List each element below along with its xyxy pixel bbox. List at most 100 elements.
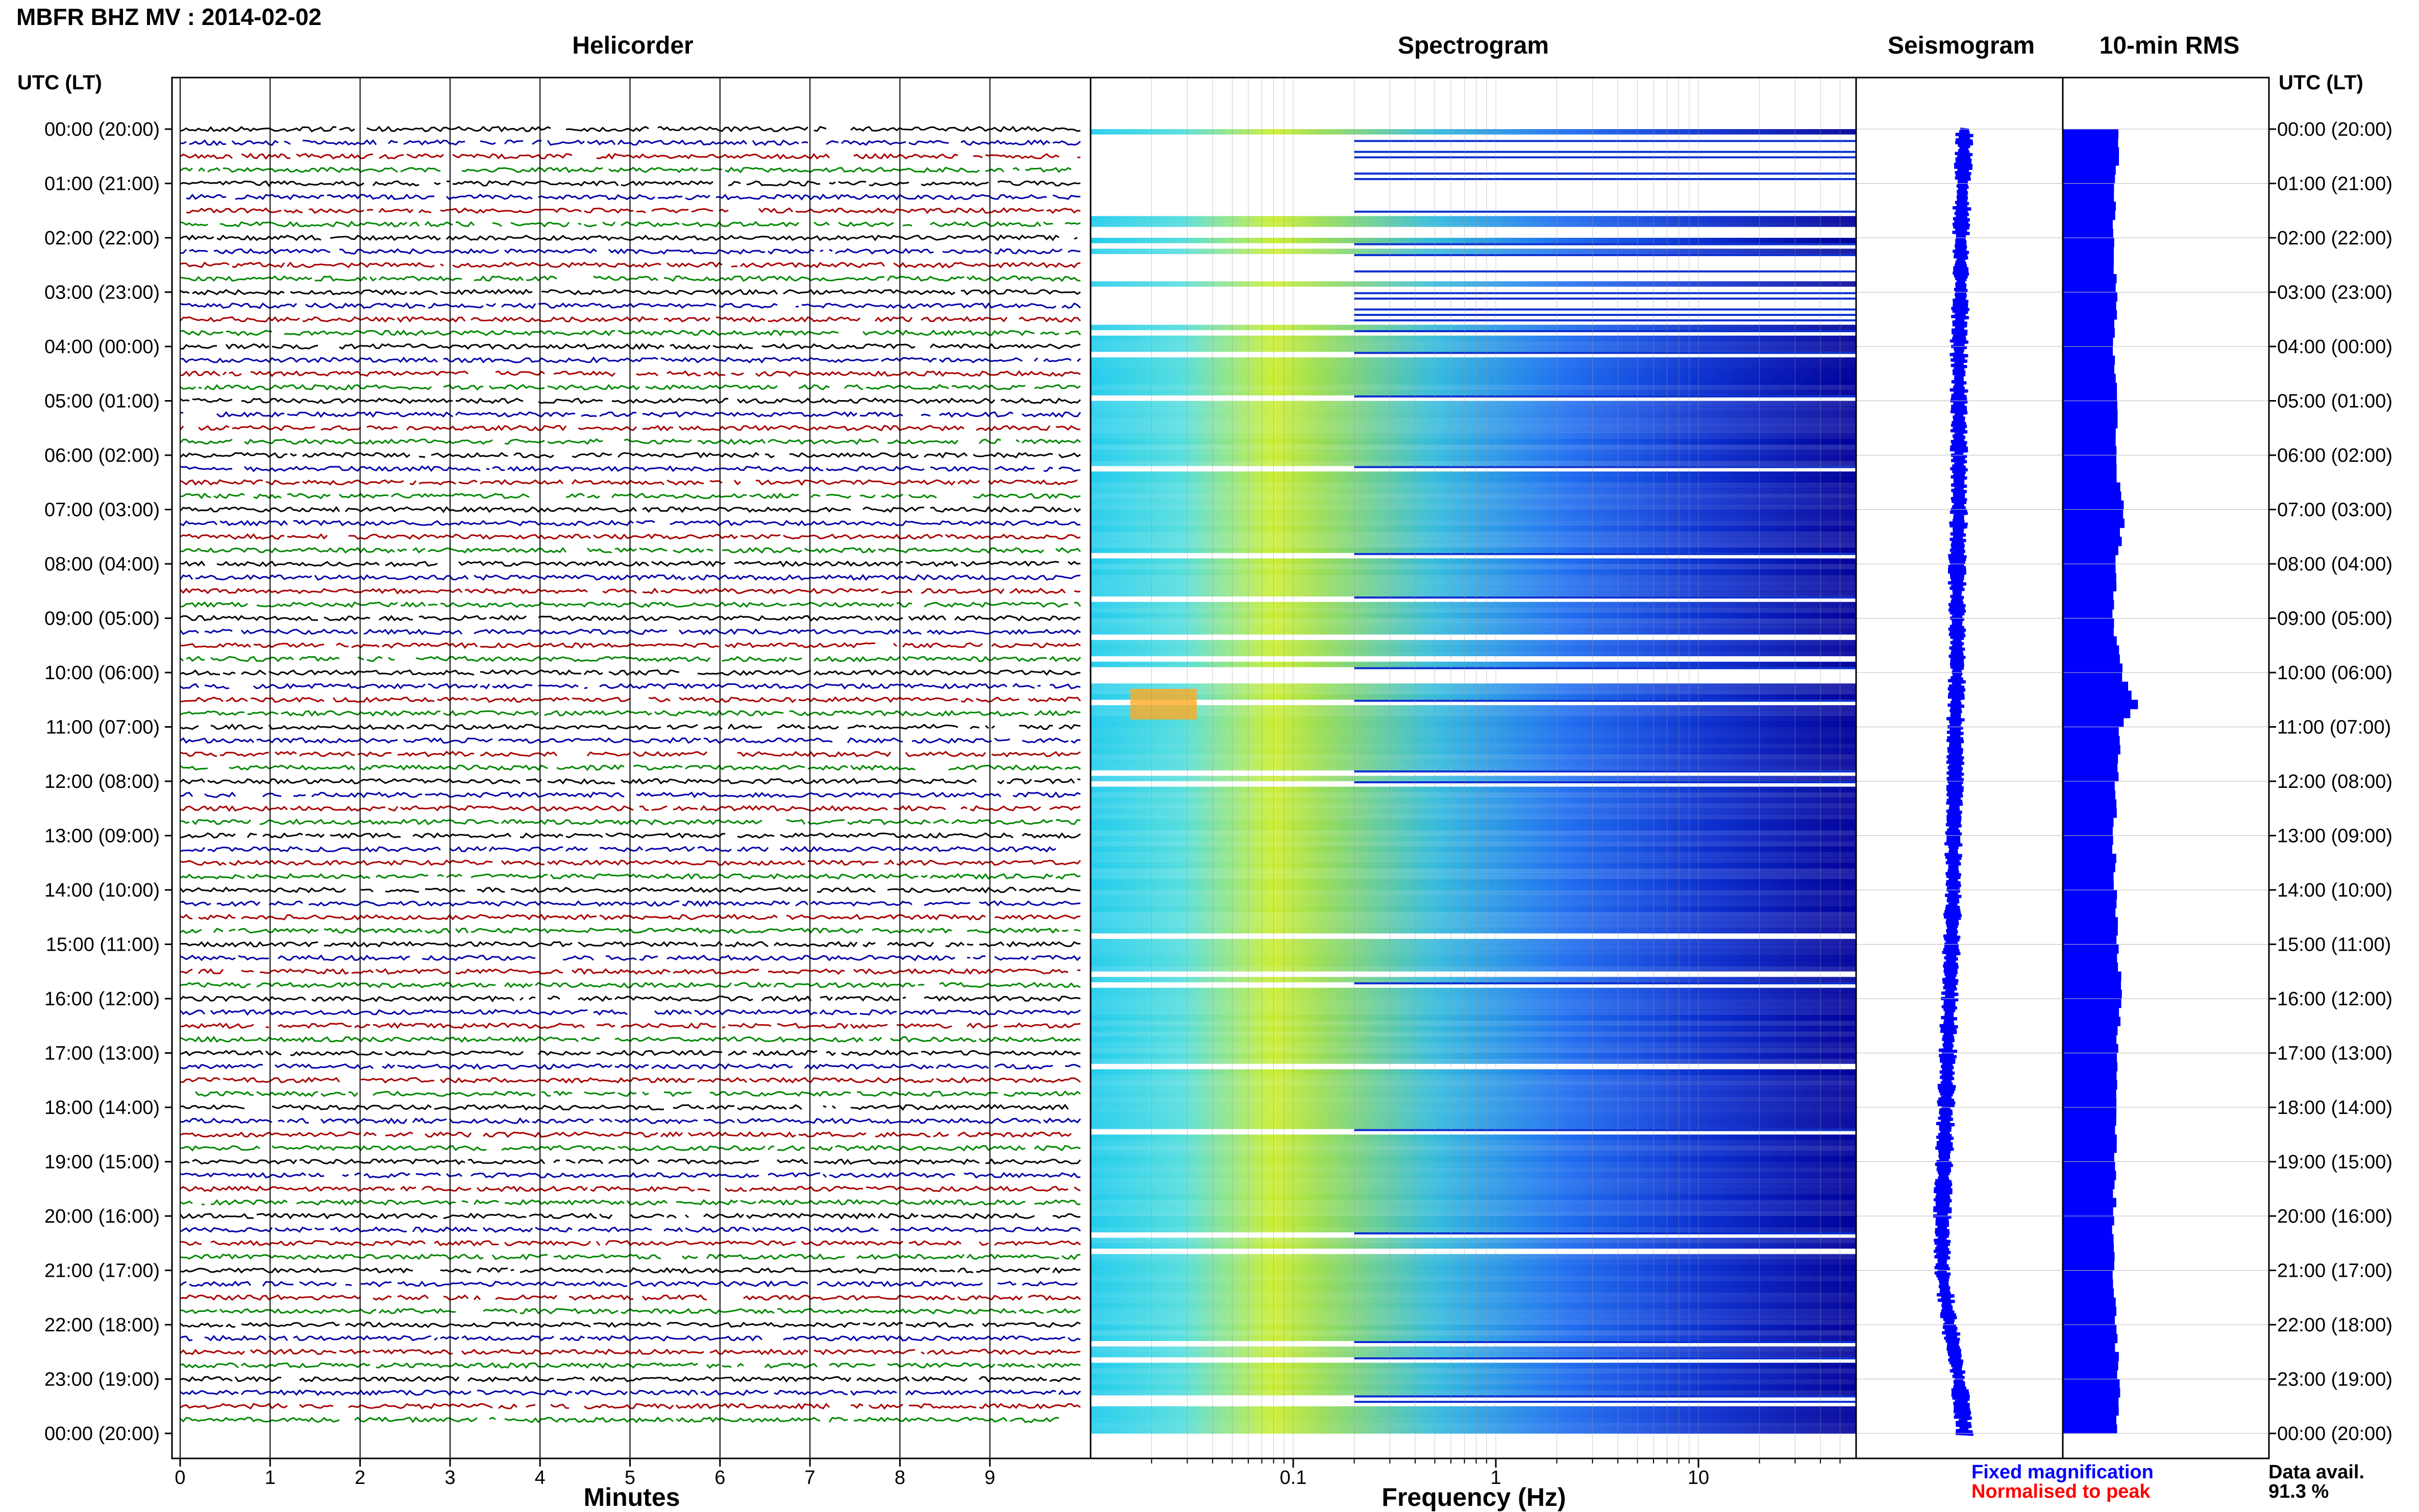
spectrogram-band [1354,1395,1856,1398]
spectrogram-row [1091,721,1856,728]
helicorder-trace [180,1375,1081,1383]
rms-bar [2063,319,2114,329]
rms-bar [2063,528,2120,537]
spectrogram-row [1091,1063,1856,1070]
rms-bar [2063,1343,2115,1352]
time-label-left: 09:00 (05:00) [44,608,160,630]
rms-bar [2063,663,2122,673]
rms-bar [2063,1297,2116,1307]
helicorder-trace [180,873,1081,880]
helicorder-trace [180,1145,1081,1152]
spectrogram-row [1091,1357,1856,1364]
rms-bar [2063,1134,2117,1144]
rms-bar [2063,736,2120,746]
spectrogram-row [1091,471,1856,478]
spectrogram-row [1091,221,1856,228]
spectrogram-row [1091,145,1856,152]
spectrogram-row [1091,292,1856,298]
rms-bar [2063,355,2115,365]
spectrogram-row [1091,808,1856,814]
spectrogram-row [1091,1368,1856,1374]
spectrogram-band [1354,308,1856,311]
spectrogram-band [1354,553,1856,555]
rms-bar [2063,727,2119,736]
rms-bar [2063,1007,2119,1018]
spectrogram-hotspot [1130,688,1197,720]
time-label-left: 22:00 (18:00) [44,1315,160,1336]
spectrogram-row [1091,1428,1856,1434]
spectrogram-row [1091,612,1856,618]
spectrogram-row [1091,585,1856,591]
spectrogram-row [1091,743,1856,749]
helicorder-trace [180,1226,1081,1233]
rms-bar [2063,717,2124,728]
spectrogram-row [1091,895,1856,901]
spectrogram-row [1091,227,1856,233]
rms-bar [2063,1116,2116,1126]
time-label-right: 11:00 (07:00) [2277,717,2391,738]
spectrogram-row [1091,1362,1856,1369]
spectrogram-row [1091,303,1856,309]
spectrogram-row [1091,1015,1856,1021]
spectrogram-row [1091,1139,1856,1146]
spectrogram-row [1091,243,1856,249]
spectrogram-row [1091,1270,1856,1276]
spectrogram-row [1091,254,1856,260]
minute-tick-label: 1 [265,1467,276,1489]
rms-bar [2063,1388,2120,1398]
spectrogram-row [1091,1292,1856,1298]
rms-bar [2063,835,2113,845]
rms-bar [2063,174,2115,184]
rms-bar [2063,1017,2120,1026]
helicorder-trace [180,601,1081,608]
spectrogram-row [1091,374,1856,380]
spectrogram-band [1354,352,1856,354]
rms-bar [2063,790,2115,800]
helicorder-trace [180,343,1081,350]
helicorder-trace [180,275,1081,282]
time-label-left: 19:00 (15:00) [44,1152,160,1173]
spectrogram-band [1354,770,1856,773]
rms-bar [2063,1053,2117,1062]
spectrogram-row [1091,1303,1856,1309]
spectrogram-row [1091,439,1856,445]
spectrogram-band [1354,151,1856,153]
spectrogram-row [1091,813,1856,820]
spectrogram-row [1091,548,1856,554]
spectrogram-row [1091,1216,1856,1222]
rms-bar [2063,826,2113,836]
spectrogram-row [1091,183,1856,189]
spectrogram-row [1091,536,1856,542]
spectrogram-row [1091,460,1856,466]
spectrogram-row [1091,705,1856,711]
helicorder-trace [180,940,1080,948]
time-label-left: 03:00 (23:00) [44,282,160,304]
rms-bar [2063,464,2117,474]
spectrogram-row [1091,1384,1856,1391]
rms-bar [2063,1180,2115,1189]
spectrogram-row [1091,689,1856,695]
spectrogram-row [1091,1112,1856,1119]
spectrogram-row [1091,694,1856,700]
helicorder-trace [180,465,1081,473]
spectrogram-row [1091,482,1856,488]
spectrogram-row [1091,352,1856,358]
spectrogram-row [1091,368,1856,374]
time-label-right: 21:00 (17:00) [2277,1260,2392,1282]
rms-bar [2063,1161,2115,1171]
rms-bar [2063,1080,2117,1090]
seismogram-trace [1933,128,1973,1436]
spectrogram-row [1091,862,1856,869]
rms-bar [2063,881,2114,890]
rms-bar [2063,1035,2117,1045]
spectrogram-row [1091,835,1856,841]
helicorder-trace [186,193,1080,201]
spectrogram-row [1091,1069,1856,1075]
spectrogram-row [1091,341,1856,347]
time-label-left: 08:00 (04:00) [44,554,160,575]
spectrogram-row [1091,591,1856,597]
helicorder-trace [180,411,1081,418]
spectrogram-row [1091,1107,1856,1113]
spectrogram-row [1091,1276,1856,1282]
spectrogram-row [1091,781,1856,787]
